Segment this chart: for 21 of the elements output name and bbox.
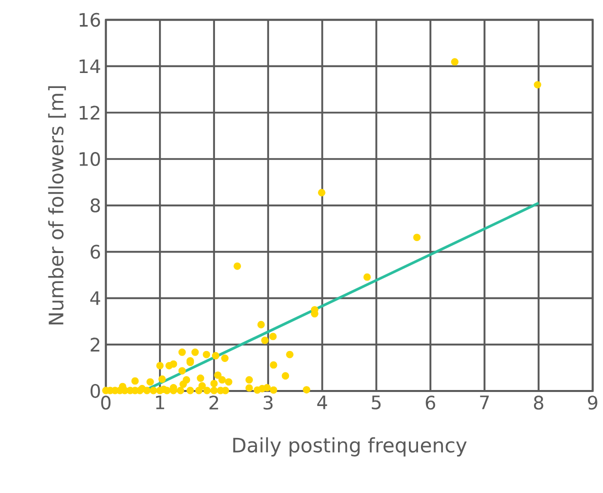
y-axis-title: Number of followers [m] bbox=[48, 86, 66, 324]
y-tick-label: 4 bbox=[90, 291, 100, 305]
y-tick-label: 10 bbox=[80, 152, 100, 166]
x-axis-title: Daily posting frequency bbox=[233, 437, 467, 456]
y-tick-label: 2 bbox=[90, 338, 100, 352]
x-tick-label: 4 bbox=[317, 396, 328, 410]
y-tick-label: 8 bbox=[90, 198, 100, 212]
x-tick-label: 6 bbox=[426, 396, 436, 410]
x-tick-label: 5 bbox=[372, 396, 381, 410]
x-tick-label: 9 bbox=[588, 396, 598, 410]
y-tick-label: 0 bbox=[90, 384, 100, 398]
x-tick-label: 1 bbox=[156, 396, 164, 410]
x-tick-label: 3 bbox=[264, 396, 273, 410]
y-tick-label: 12 bbox=[80, 106, 100, 120]
y-tick-label: 14 bbox=[80, 59, 100, 73]
x-tick-label: 8 bbox=[534, 396, 544, 410]
x-tick-label: 2 bbox=[209, 396, 218, 410]
y-tick-label: 6 bbox=[90, 244, 100, 259]
x-tick-label: 7 bbox=[480, 396, 489, 410]
x-tick-label: 0 bbox=[101, 396, 111, 410]
y-tick-label: 16 bbox=[80, 12, 100, 27]
